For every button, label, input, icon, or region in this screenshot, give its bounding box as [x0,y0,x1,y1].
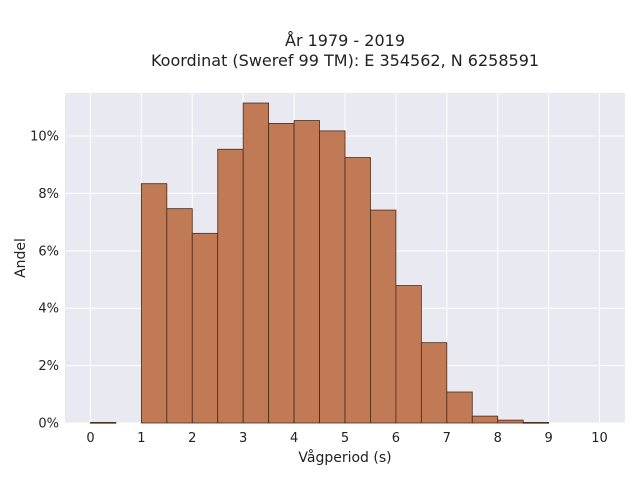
histogram-bar [242,102,270,424]
x-tick-label: 5 [341,431,349,446]
x-axis-label: Vågperiod (s) [298,449,391,466]
histogram-bar [191,232,219,424]
y-tick-label: 10% [30,130,59,145]
histogram-bar [268,123,295,424]
y-tick-labels: 0% 2% 4% 6% 8% 10% [30,130,59,432]
histogram-bar [420,342,448,424]
x-tick-label: 4 [290,431,298,446]
histogram-bar [370,209,397,424]
x-tick-label: 7 [443,431,451,446]
histogram-bar [344,157,371,424]
y-axis-label: Andel [13,238,29,278]
histogram-bar [497,419,524,424]
histogram-bar [522,422,550,424]
x-tick-labels: 0 1 2 3 4 5 6 7 8 9 10 [86,431,608,446]
histogram-bar [293,120,320,424]
histogram-bar [446,391,473,424]
histogram-bar [90,422,117,424]
histogram-bar [471,415,499,424]
y-tick-label: 8% [38,187,59,202]
y-tick-label: 6% [38,244,59,259]
histogram-bar [319,130,346,424]
bars [90,102,550,424]
chart-title-line-2: Koordinat (Sweref 99 TM): E 354562, N 62… [151,51,539,70]
x-tick-label: 1 [137,431,145,446]
histogram-bar [217,148,244,424]
x-tick-label: 8 [494,431,502,446]
x-tick-label: 6 [392,431,400,446]
x-tick-label: 0 [86,431,94,446]
x-tick-label: 9 [544,431,552,446]
histogram-bar [395,285,422,424]
y-tick-label: 2% [38,359,59,374]
y-tick-label: 4% [38,302,59,317]
histogram-bar [140,183,168,424]
histogram-bar [166,208,193,424]
x-tick-label: 3 [239,431,247,446]
x-tick-label: 2 [188,431,196,446]
x-tick-label: 10 [591,431,608,446]
y-tick-label: 0% [38,417,59,432]
chart-title-line-1: År 1979 - 2019 [285,31,405,50]
